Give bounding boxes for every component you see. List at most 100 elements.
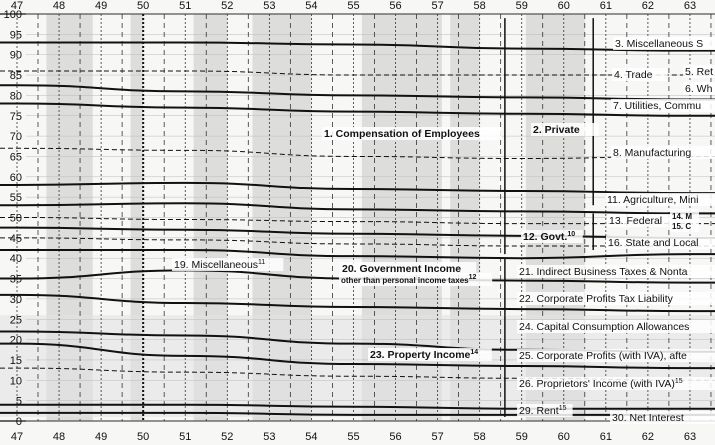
y-tick-label: 95 — [10, 29, 22, 41]
series-label: 25. Corporate Profits (with IVA), afte — [519, 350, 687, 362]
y-tick-label: 60 — [10, 172, 22, 184]
y-tick-label: 40 — [10, 253, 22, 265]
footnote-marker: 12 — [469, 274, 477, 281]
footnote-marker: 14 — [470, 349, 478, 356]
series-label: 11. Agriculture, Mini — [607, 194, 698, 206]
y-tick-label: 5 — [16, 396, 22, 408]
series-label: 21. Indirect Business Taxes & Nonta — [519, 266, 688, 278]
label-background — [611, 99, 715, 112]
x-tick-label-top: 54 — [305, 0, 317, 12]
label-background — [517, 265, 715, 278]
x-tick-label-top: 59 — [516, 0, 528, 12]
series-label: 22. Corporate Profits Tax Liability — [519, 293, 674, 305]
series-label: 7. Utilities, Commu — [613, 100, 701, 112]
series-label: 15. C — [672, 222, 691, 231]
x-tick-label-top: 47 — [11, 0, 23, 12]
x-tick-label-top: 48 — [53, 0, 65, 12]
series-boundary-7 — [0, 217, 715, 225]
series-label: 16. State and Local — [608, 237, 699, 249]
series-boundary-1 — [0, 70, 715, 76]
label-background — [607, 214, 682, 227]
series-label: 8. Manufacturing — [613, 147, 691, 159]
x-tick-label-top: 62 — [642, 0, 654, 12]
label-background — [368, 348, 492, 361]
series-label: 26. Proprietors' Income (with IVA)15 — [519, 378, 683, 390]
series-boundary-5 — [0, 181, 715, 195]
series-boundary-14 — [0, 342, 715, 370]
y-tick-label: 50 — [10, 213, 22, 225]
y-tick-label: 30 — [10, 294, 22, 306]
series-boundary-4 — [0, 147, 715, 159]
y-tick-label: 75 — [10, 111, 22, 123]
label-background — [340, 262, 477, 275]
series-label: 30. Net Interest — [612, 412, 684, 424]
y-tick-label: 45 — [10, 233, 22, 245]
label-background — [531, 123, 599, 136]
series-label: 13. Federal — [609, 215, 662, 227]
series-label: other than personal income taxes12 — [341, 274, 476, 285]
series-boundary-3 — [0, 102, 715, 117]
footnote-marker: 15 — [559, 405, 567, 412]
label-background — [611, 146, 715, 159]
x-tick-label-bottom: 53 — [263, 431, 275, 443]
label-background — [612, 68, 668, 81]
label-background — [670, 209, 699, 222]
footnote-marker: 11 — [258, 259, 265, 266]
x-tick-label-bottom: 47 — [11, 431, 23, 443]
label-background — [521, 230, 583, 243]
x-tick-label-bottom: 55 — [347, 431, 359, 443]
series-boundary-9 — [0, 237, 715, 247]
series-boundary-16 — [0, 403, 715, 410]
label-background — [683, 65, 715, 78]
y-tick-label: 25 — [10, 314, 22, 326]
label-background — [517, 349, 715, 362]
series-boundary-10 — [0, 249, 715, 260]
x-tick-label-top: 57 — [431, 0, 443, 12]
series-label: 1. Compensation of Employees — [324, 128, 480, 140]
label-background — [517, 377, 715, 390]
x-tick-label-bottom: 52 — [221, 431, 233, 443]
series-boundary-6 — [0, 202, 715, 215]
series-label: 24. Capital Consumption Allowances — [519, 321, 689, 333]
x-tick-label-top: 55 — [347, 0, 359, 12]
y-tick-label: 85 — [10, 70, 22, 82]
x-tick-label-top: 56 — [389, 0, 401, 12]
y-tick-label: 20 — [10, 335, 22, 347]
series-label: 12. Govt.10 — [523, 231, 575, 243]
series-label: 3. Miscellaneous S — [615, 38, 703, 50]
label-background — [172, 258, 284, 271]
series-label: 23. Property Income14 — [370, 349, 478, 361]
x-tick-label-top: 50 — [137, 0, 149, 12]
label-background — [517, 320, 715, 333]
x-tick-label-bottom: 59 — [516, 431, 528, 443]
label-background — [517, 404, 573, 417]
series-label: 2. Private — [533, 124, 580, 136]
x-tick-label-top: 52 — [221, 0, 233, 12]
x-tick-label-top: 61 — [600, 0, 612, 12]
series-label: 6. Wh — [685, 83, 713, 95]
x-tick-label-top: 60 — [558, 0, 570, 12]
y-tick-label: 100 — [4, 9, 22, 21]
footnote-marker: 15 — [675, 378, 683, 385]
series-boundary-2 — [0, 84, 715, 101]
x-tick-label-bottom: 48 — [53, 431, 65, 443]
x-tick-label-bottom: 56 — [389, 431, 401, 443]
label-background — [610, 411, 715, 424]
label-background — [605, 193, 715, 206]
x-tick-label-top: 49 — [95, 0, 107, 12]
x-tick-label-top: 51 — [179, 0, 191, 12]
y-tick-label: 80 — [10, 90, 22, 102]
label-background — [322, 127, 502, 140]
x-tick-label-bottom: 62 — [642, 431, 654, 443]
series-boundary-15 — [0, 367, 715, 381]
x-tick-label-top: 58 — [474, 0, 486, 12]
x-tick-label-bottom: 51 — [179, 431, 191, 443]
series-boundary-0 — [0, 41, 715, 52]
y-tick-label: 90 — [10, 50, 22, 62]
series-boundary-12 — [0, 293, 715, 313]
label-background — [613, 37, 715, 50]
x-tick-label-bottom: 63 — [684, 431, 696, 443]
series-label: 14. M — [672, 212, 692, 221]
x-tick-label-bottom: 61 — [600, 431, 612, 443]
